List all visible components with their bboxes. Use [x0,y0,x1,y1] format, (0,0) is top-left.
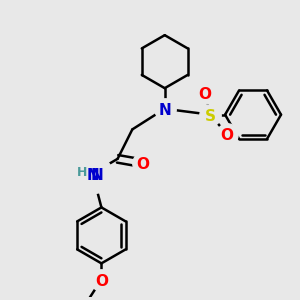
Text: O: O [198,87,211,102]
Text: O: O [220,128,233,143]
Text: O: O [95,274,108,289]
Text: N: N [86,168,99,183]
Text: H: H [77,166,88,178]
Text: N: N [91,168,103,183]
Text: S: S [205,109,216,124]
Text: N: N [158,103,171,118]
Text: O: O [136,157,149,172]
